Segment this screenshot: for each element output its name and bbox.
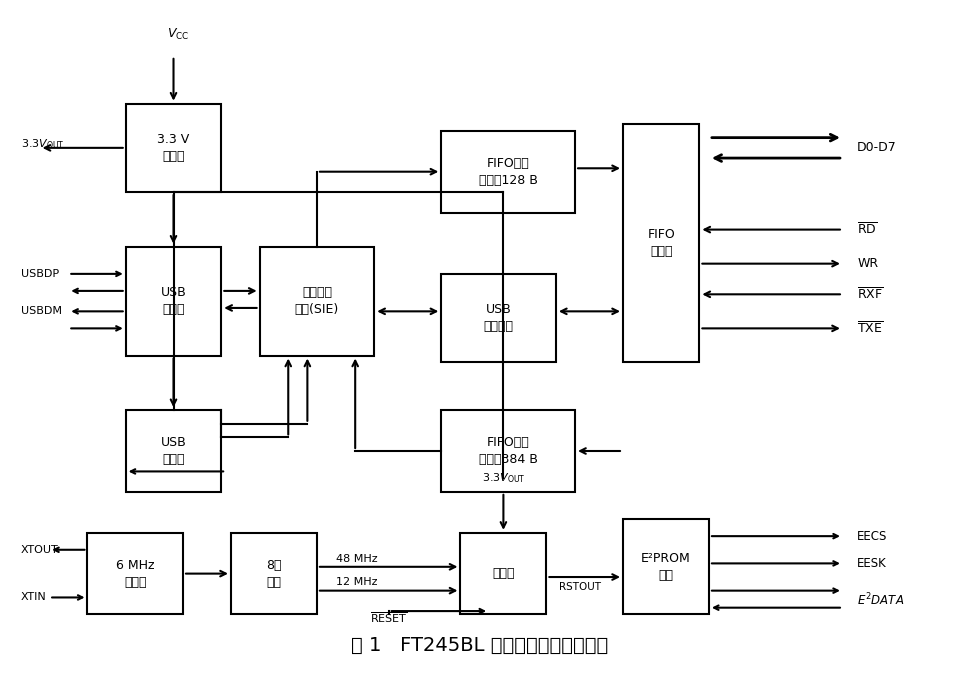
Text: 12 MHz: 12 MHz — [336, 577, 378, 587]
FancyBboxPatch shape — [231, 533, 316, 614]
Text: FIFO接收
缓冲区128 B: FIFO接收 缓冲区128 B — [479, 157, 538, 187]
Text: $\overline{\rm RXF}$: $\overline{\rm RXF}$ — [857, 287, 883, 302]
Text: 串行接口
引擎(SIE): 串行接口 引擎(SIE) — [294, 286, 339, 316]
FancyBboxPatch shape — [260, 247, 374, 356]
Text: $\overline{\rm RD}$: $\overline{\rm RD}$ — [857, 222, 877, 237]
Text: 8倍
频器: 8倍 频器 — [267, 559, 282, 589]
FancyBboxPatch shape — [460, 533, 547, 614]
FancyBboxPatch shape — [126, 410, 222, 492]
Text: $V_{\rm CC}$: $V_{\rm CC}$ — [167, 27, 190, 42]
Text: FIFO
控制器: FIFO 控制器 — [647, 228, 675, 259]
Text: EESK: EESK — [857, 557, 887, 570]
Text: $\overline{\rm TXE}$: $\overline{\rm TXE}$ — [857, 321, 883, 336]
FancyBboxPatch shape — [623, 124, 699, 363]
Text: USB
锁相环: USB 锁相环 — [161, 436, 186, 466]
Text: 48 MHz: 48 MHz — [336, 553, 378, 564]
Text: XTIN: XTIN — [20, 592, 46, 603]
Text: E²PROM
接口: E²PROM 接口 — [641, 552, 690, 582]
Text: USBDM: USBDM — [20, 306, 61, 316]
Text: $3.3V_{\rm OUT}$: $3.3V_{\rm OUT}$ — [20, 137, 64, 151]
FancyBboxPatch shape — [441, 131, 575, 213]
Text: USBDP: USBDP — [20, 269, 58, 279]
FancyBboxPatch shape — [441, 274, 556, 363]
Text: 3.3 V
稳压器: 3.3 V 稳压器 — [157, 133, 190, 163]
Text: D0-D7: D0-D7 — [857, 142, 897, 155]
Text: USB
协议引擎: USB 协议引擎 — [483, 303, 514, 333]
Text: $\overline{\rm RESET}$: $\overline{\rm RESET}$ — [370, 611, 408, 625]
FancyBboxPatch shape — [623, 519, 709, 614]
FancyBboxPatch shape — [126, 103, 222, 192]
Text: WR: WR — [857, 257, 878, 270]
Text: $E^2DATA$: $E^2DATA$ — [857, 591, 904, 608]
Text: XTOUT: XTOUT — [20, 544, 58, 555]
FancyBboxPatch shape — [126, 247, 222, 356]
Text: 6 MHz
振荡器: 6 MHz 振荡器 — [116, 559, 154, 589]
FancyBboxPatch shape — [87, 533, 183, 614]
Text: $3.3V_{\rm OUT}$: $3.3V_{\rm OUT}$ — [481, 471, 526, 485]
FancyBboxPatch shape — [441, 410, 575, 492]
Text: USB
收发器: USB 收发器 — [161, 286, 186, 316]
Text: EECS: EECS — [857, 529, 888, 542]
Text: RSTOUT: RSTOUT — [559, 582, 601, 592]
Text: 图 1   FT245BL 芯片的内部结构框架图: 图 1 FT245BL 芯片的内部结构框架图 — [351, 636, 608, 655]
Text: FIFO发送
缓冲区384 B: FIFO发送 缓冲区384 B — [479, 436, 538, 466]
Text: 复位器: 复位器 — [492, 567, 515, 580]
